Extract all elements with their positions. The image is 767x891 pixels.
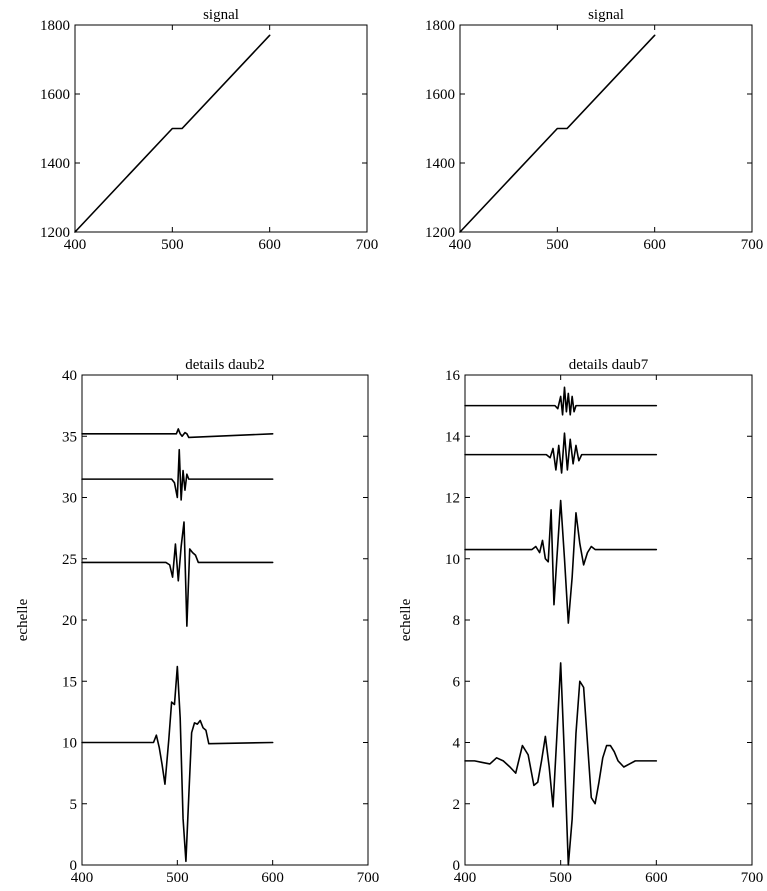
- y-tick-label: 12: [445, 491, 460, 507]
- x-tick-label: 500: [546, 237, 569, 253]
- y-tick-label: 0: [453, 858, 461, 874]
- chart-title: details daub2: [185, 357, 265, 373]
- series-line-0: [74, 34, 271, 233]
- x-tick-label: 600: [261, 870, 284, 886]
- y-tick-label: 1200: [40, 225, 70, 241]
- series-line-2: [464, 432, 658, 474]
- y-tick-label: 1800: [40, 18, 70, 34]
- panel-signal-left: 400 500 600 700 1200 1400 1600 1800 signal: [40, 7, 378, 253]
- y-tick-label: 1600: [425, 87, 455, 103]
- x-tick-label: 700: [357, 870, 380, 886]
- x-tick-label: 700: [356, 237, 379, 253]
- y-tick-label: 1200: [425, 225, 455, 241]
- x-tick-label: 700: [741, 870, 764, 886]
- series-line-1: [81, 521, 274, 627]
- panel-signal-right: 400 500 600 700 1200 1400 1600 1800 signal: [425, 7, 763, 253]
- y-tick-label: 25: [62, 552, 77, 568]
- x-tick-label: 400: [454, 870, 477, 886]
- x-tick-label: 400: [71, 870, 94, 886]
- chart-title: signal: [588, 7, 624, 23]
- y-tick-label: 1400: [40, 156, 70, 172]
- y-tick-label: 16: [445, 368, 461, 384]
- plot-frame: [81, 374, 369, 866]
- y-tick-label: 6: [453, 674, 461, 690]
- y-tick-label: 10: [445, 552, 460, 568]
- y-tick-label: 0: [70, 858, 78, 874]
- x-tick-label: 500: [161, 237, 184, 253]
- y-tick-label: 15: [62, 674, 77, 690]
- series-line-0: [464, 662, 658, 866]
- series-line-0: [81, 665, 274, 863]
- y-axis-label: echelle: [15, 598, 31, 641]
- y-tick-label: 4: [453, 736, 461, 752]
- y-tick-label: 1400: [425, 156, 455, 172]
- y-tick-label: 10: [62, 736, 77, 752]
- series-line-3: [81, 428, 274, 439]
- y-tick-label: 30: [62, 491, 77, 507]
- y-tick-label: 2: [453, 797, 461, 813]
- x-tick-label: 600: [645, 870, 668, 886]
- panel-details-daub2: 400 500 600 700 0 5 10 15 20 25 30 35 40 details daub…: [15, 357, 379, 886]
- plot-frame: [464, 374, 753, 866]
- plot-frame: [74, 24, 368, 233]
- series-line-1: [464, 499, 658, 624]
- y-tick-label: 40: [62, 368, 77, 384]
- series-line-0: [459, 34, 656, 233]
- x-tick-label: 700: [741, 237, 764, 253]
- x-tick-label: 400: [449, 237, 472, 253]
- y-tick-label: 1800: [425, 18, 455, 34]
- y-tick-label: 14: [445, 429, 461, 445]
- chart-title: details daub7: [569, 357, 649, 373]
- x-tick-label: 400: [64, 237, 87, 253]
- y-tick-label: 20: [62, 613, 77, 629]
- y-tick-label: 35: [62, 429, 77, 445]
- x-tick-label: 500: [166, 870, 189, 886]
- y-tick-label: 8: [453, 613, 461, 629]
- series-line-2: [81, 448, 274, 501]
- chart-title: signal: [203, 7, 239, 23]
- x-tick-label: 600: [643, 237, 666, 253]
- x-tick-label: 600: [258, 237, 281, 253]
- panel-details-daub7: 400 500 600 700 0 2 4 6 8 10 12 14 16 details daub7 ec…: [398, 357, 763, 886]
- y-tick-label: 1600: [40, 87, 70, 103]
- y-tick-label: 5: [70, 797, 78, 813]
- y-axis-label: echelle: [398, 598, 414, 641]
- series-line-3: [464, 386, 658, 416]
- x-tick-label: 500: [549, 870, 572, 886]
- plot-frame: [459, 24, 753, 233]
